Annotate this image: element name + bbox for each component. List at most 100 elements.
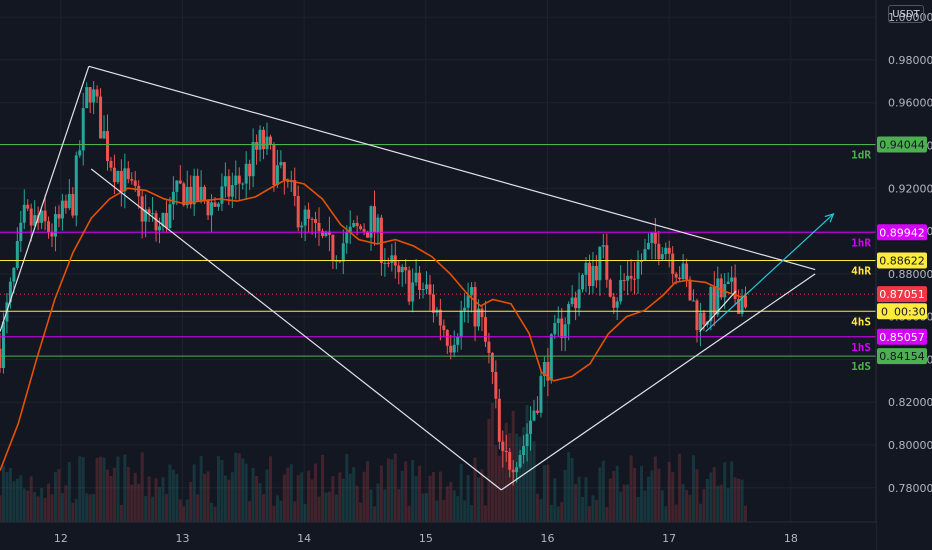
candle-body: [109, 160, 113, 168]
candle-body: [230, 185, 234, 197]
volume-bar: [320, 454, 324, 522]
candle-body: [369, 206, 373, 238]
volume-bar: [220, 459, 224, 522]
candle-body: [57, 214, 61, 219]
volume-bar: [213, 506, 217, 522]
x-tick-label: 14: [297, 532, 311, 545]
candle-body: [158, 226, 162, 231]
volume-bar: [459, 463, 463, 522]
candle-body: [119, 171, 123, 192]
candle-body: [244, 163, 248, 184]
volume-bar: [411, 460, 415, 522]
volume-bar: [560, 502, 564, 522]
candle-body: [279, 162, 283, 166]
volume-bar: [171, 469, 175, 522]
volume-bar: [480, 469, 484, 522]
volume-bar: [12, 481, 16, 522]
volume-bar: [619, 491, 623, 522]
volume-bar: [376, 483, 380, 522]
volume-bar: [248, 501, 252, 522]
candle-body: [293, 180, 297, 196]
candle-body: [744, 295, 748, 308]
time-axis-background: [0, 522, 876, 550]
candle-body: [581, 274, 585, 290]
volume-bar: [442, 500, 446, 522]
volume-bar: [716, 485, 720, 522]
volume-bar: [92, 493, 96, 522]
candle-body: [216, 203, 220, 207]
volume-bar: [234, 452, 238, 522]
current-price-tag: 0.87051: [879, 288, 925, 301]
volume-bar: [664, 506, 668, 522]
volume-bar: [473, 457, 477, 522]
candle-body: [553, 322, 557, 335]
volume-bar: [53, 472, 57, 522]
volume-bar: [501, 440, 505, 522]
candle-body: [161, 212, 165, 227]
volume-bar: [705, 478, 709, 522]
time-axis[interactable]: 12 13 14 15 16 17 18: [0, 521, 876, 550]
moving-average: [0, 178, 743, 471]
volume-bar: [57, 469, 61, 522]
currency-badge[interactable]: USDT: [888, 5, 924, 23]
candle-body: [442, 325, 446, 331]
volume-bar: [133, 472, 137, 522]
volume-bar: [653, 456, 657, 522]
volume-bar: [425, 492, 429, 522]
candle-body: [390, 255, 394, 263]
volume-bar: [286, 467, 290, 522]
volume-bar: [570, 458, 574, 522]
volume-bar: [303, 504, 307, 522]
candle-body: [15, 240, 19, 268]
level-tag-1dr-bg: [877, 136, 927, 153]
volume-bar: [151, 496, 155, 522]
level-tag-1ds-bg: [877, 348, 927, 365]
level-tag-4hr: 0.88622: [879, 255, 925, 268]
volume-bar: [646, 476, 650, 522]
y-tick-label: 0.92000: [888, 182, 932, 195]
candle-body: [508, 452, 512, 470]
price-tags: 0.94044 0.89942 0.88622 0 00:30 0.85057 0.8415…: [877, 136, 927, 365]
candle-body: [466, 295, 470, 308]
volume-bar: [463, 500, 467, 522]
y-tick-label: 0.88000: [888, 268, 932, 281]
candle-body: [258, 129, 262, 150]
volume-bar: [64, 485, 68, 522]
candle-body: [685, 263, 689, 280]
candle-body: [151, 213, 155, 215]
candle-body: [570, 297, 574, 305]
volume-bar: [85, 493, 89, 522]
candle-body: [456, 336, 460, 345]
volume-bar: [116, 456, 120, 522]
price-axis[interactable]: 1.000000.980000.960000.940000.920000.900…: [875, 0, 932, 550]
volume-bar: [581, 496, 585, 522]
candle-body: [584, 262, 588, 275]
candle-body: [74, 155, 78, 216]
level-tag-4hr-bg: [877, 252, 927, 269]
volume-bar: [22, 488, 26, 522]
volume-bar: [164, 494, 168, 522]
candle-body: [112, 167, 116, 183]
volume-bar: [397, 489, 401, 522]
candle-body: [560, 318, 564, 338]
candle-body: [317, 222, 321, 232]
candle-body: [310, 218, 314, 220]
projection-arrow-line: [705, 213, 834, 333]
volume-bar: [8, 468, 12, 522]
level-label: 1hR: [851, 236, 871, 249]
candle-body: [421, 289, 425, 291]
candle-body: [0, 348, 2, 368]
candle-body: [397, 265, 401, 273]
x-tick-label: 15: [419, 532, 433, 545]
candle-body: [653, 232, 657, 244]
candle-body: [525, 433, 529, 447]
volume-bar: [449, 481, 453, 522]
x-tick-label: 12: [54, 532, 68, 545]
candle-body: [622, 280, 626, 282]
level-tag-4hs-bg: [877, 303, 927, 320]
candle-body: [740, 295, 744, 314]
candle-body: [307, 209, 311, 219]
volume-bar: [660, 490, 664, 522]
